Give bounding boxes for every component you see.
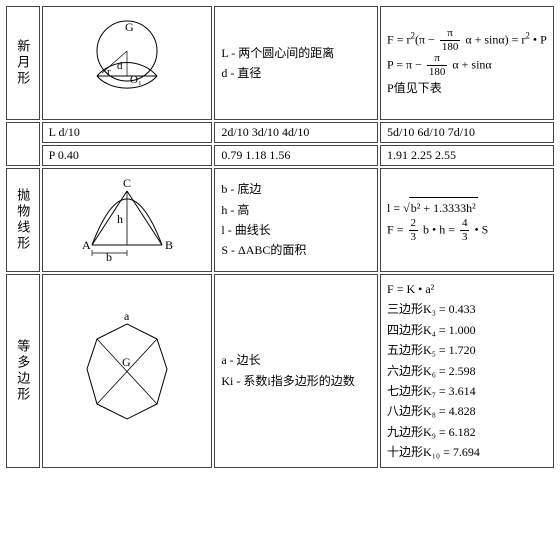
lune-diagram: G O₁ r d xyxy=(42,6,213,120)
lune-table-P-left: P 0.40 xyxy=(42,145,213,166)
svg-text:C: C xyxy=(123,176,131,190)
polygon-k3: 三边形K₃ = 0.433 xyxy=(387,299,547,319)
svg-text:A: A xyxy=(82,238,91,252)
lune-formula: F = r2(π − π180 α + sinα) = r2 • P P = π… xyxy=(380,6,554,120)
svg-text:O₁: O₁ xyxy=(130,74,142,86)
parabola-formula: l = √b² + 1.3333h² F = 23 b • h = 43 • S xyxy=(380,168,554,272)
polygon-formula-F: F = K • a² xyxy=(387,279,547,299)
lune-label: 新月形 xyxy=(6,6,40,120)
polygon-legend-a: a - 边长 xyxy=(221,350,371,370)
polygon-legend-K: Ki - 系数i指多边形的边数 xyxy=(221,371,371,391)
polygon-label: 等多边形 xyxy=(6,274,40,468)
svg-text:G: G xyxy=(122,355,131,369)
row-polygon: 等多边形 G a a - 边长 Ki - 系数i指多边形的边数 F = K • … xyxy=(6,274,554,468)
svg-text:G: G xyxy=(125,20,134,34)
polygon-legend: a - 边长 Ki - 系数i指多边形的边数 xyxy=(214,274,378,468)
lune-legend-L: L - 两个圆心间的距离 xyxy=(221,43,371,63)
svg-text:d: d xyxy=(117,60,123,72)
lune-table-L-mid: 2d/10 3d/10 4d/10 xyxy=(214,122,378,143)
svg-text:h: h xyxy=(117,212,123,226)
polygon-diagram: G a xyxy=(42,274,213,468)
svg-text:b: b xyxy=(106,250,112,263)
lune-legend-d: d - 直径 xyxy=(221,63,371,83)
parabola-legend: b - 底边 h - 高 l - 曲线长 S - ΔABC的面积 xyxy=(214,168,378,272)
polygon-k6: 六边形K₆ = 2.598 xyxy=(387,361,547,381)
svg-text:a: a xyxy=(124,309,130,323)
lune-table-L-left: L d/10 xyxy=(42,122,213,143)
shapes-table: 新月形 G O₁ r d L - 两个圆心间的距离 d - 直径 F = r2(… xyxy=(4,4,556,470)
lune-table-L-right: 5d/10 6d/10 7d/10 xyxy=(380,122,554,143)
polygon-k8: 八边形K₈ = 4.828 xyxy=(387,401,547,421)
row-lune: 新月形 G O₁ r d L - 两个圆心间的距离 d - 直径 F = r2(… xyxy=(6,6,554,120)
parabola-legend-S: S - ΔABC的面积 xyxy=(221,240,371,260)
lune-table-P-right: 1.91 2.25 2.55 xyxy=(380,145,554,166)
parabola-legend-l: l - 曲线长 xyxy=(221,220,371,240)
polygon-k10: 十边形K₁₀ = 7.694 xyxy=(387,442,547,462)
polygon-k5: 五边形K₅ = 1.720 xyxy=(387,340,547,360)
lune-formula-P: P = π − π180 α + sinα xyxy=(387,53,547,78)
lune-legend: L - 两个圆心间的距离 d - 直径 xyxy=(214,6,378,120)
parabola-label: 抛物线形 xyxy=(6,168,40,272)
polygon-k9: 九边形K₉ = 6.182 xyxy=(387,422,547,442)
row-lune-P: P 0.40 0.79 1.18 1.56 1.91 2.25 2.55 xyxy=(6,145,554,166)
lune-p-note: P值见下表 xyxy=(387,78,547,98)
lune-table-spacer xyxy=(6,122,40,166)
polygon-k4: 四边形K₄ = 1.000 xyxy=(387,320,547,340)
parabola-formula-l: l = √b² + 1.3333h² xyxy=(387,197,547,218)
polygon-k7: 七边形K₇ = 3.614 xyxy=(387,381,547,401)
lune-formula-F: F = r2(π − π180 α + sinα) = r2 • P xyxy=(387,28,547,53)
row-parabola: 抛物线形 C A B h b b - 底边 h - 高 l - 曲线长 xyxy=(6,168,554,272)
parabola-diagram: C A B h b xyxy=(42,168,213,272)
parabola-formula-F: F = 23 b • h = 43 • S xyxy=(387,218,547,243)
parabola-legend-h: h - 高 xyxy=(221,200,371,220)
row-lune-L: L d/10 2d/10 3d/10 4d/10 5d/10 6d/10 7d/… xyxy=(6,122,554,143)
svg-text:B: B xyxy=(165,238,173,252)
polygon-formula: F = K • a² 三边形K₃ = 0.433 四边形K₄ = 1.000 五… xyxy=(380,274,554,468)
parabola-legend-b: b - 底边 xyxy=(221,179,371,199)
lune-table-P-mid: 0.79 1.18 1.56 xyxy=(214,145,378,166)
